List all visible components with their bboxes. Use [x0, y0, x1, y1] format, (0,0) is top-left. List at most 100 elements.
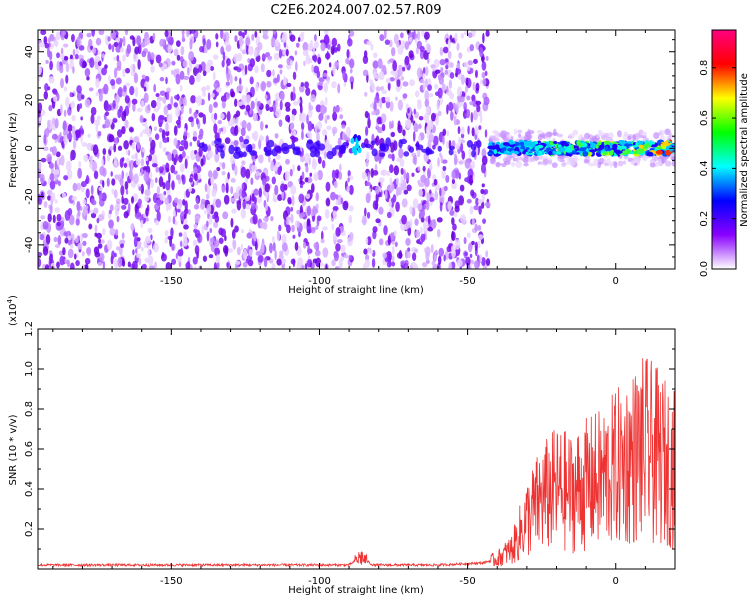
heatmap-cell	[395, 96, 398, 101]
heatmap-cell	[76, 85, 82, 94]
heatmap-cell	[458, 136, 462, 145]
heatmap-cell	[467, 32, 473, 38]
heatmap-cell	[317, 56, 322, 65]
heatmap-cell	[536, 130, 543, 134]
heatmap-cell	[230, 177, 236, 183]
heatmap-cell	[140, 158, 145, 167]
heatmap-cell	[446, 104, 449, 115]
heatmap-cell	[403, 189, 409, 195]
heatmap-cell	[253, 135, 258, 142]
heatmap-cell	[386, 77, 391, 84]
heatmap-cell	[304, 152, 310, 163]
heatmap-cell	[432, 144, 436, 150]
heatmap-cell	[330, 45, 335, 56]
heatmap-cell	[537, 144, 544, 149]
heatmap-cell	[514, 142, 521, 145]
heatmap-cell	[149, 171, 153, 180]
heatmap-cell	[213, 101, 218, 108]
heatmap-cell	[458, 160, 464, 165]
heatmap-cell	[111, 250, 115, 260]
heatmap-cell	[38, 65, 43, 75]
heatmap-cell	[476, 103, 481, 113]
heatmap-cell	[106, 153, 111, 162]
heatmap-cell	[130, 196, 135, 204]
heatmap-cell	[443, 254, 446, 262]
heatmap-cell	[381, 123, 386, 132]
heatmap-cell	[260, 81, 266, 92]
heatmap-cell	[63, 55, 69, 61]
heatmap-cell	[438, 76, 444, 85]
x-tick-label: -100	[308, 576, 331, 587]
heatmap-cell	[151, 154, 158, 165]
heatmap-cell	[583, 159, 590, 164]
heatmap-cell	[133, 136, 139, 143]
heatmap-cell	[418, 115, 424, 121]
heatmap-cell	[451, 178, 455, 185]
heatmap-cell	[188, 116, 194, 123]
heatmap-cell	[106, 239, 113, 251]
heatmap-cell	[305, 87, 311, 96]
heatmap-cell	[247, 259, 254, 267]
heatmap-cell	[185, 155, 190, 160]
heatmap-cell	[241, 229, 245, 234]
heatmap-cell	[510, 162, 516, 167]
heatmap-cell	[314, 250, 321, 257]
heatmap-cell	[214, 138, 222, 146]
heatmap-cell	[348, 215, 353, 224]
heatmap-cell	[114, 137, 118, 146]
heatmap-cell	[528, 152, 535, 155]
heatmap-cell	[171, 180, 175, 191]
heatmap-cell	[52, 214, 56, 224]
heatmap-cell	[450, 110, 454, 121]
heatmap-cell	[384, 39, 391, 45]
heatmap-cell	[129, 127, 134, 133]
heatmap-cell	[445, 174, 450, 183]
heatmap-cell	[289, 59, 294, 66]
heatmap-cell	[292, 86, 296, 94]
heatmap-cell	[238, 30, 243, 37]
heatmap-cell	[467, 125, 470, 135]
heatmap-cell	[291, 195, 295, 206]
heatmap-cell	[59, 65, 64, 74]
heatmap-cell	[109, 145, 114, 151]
heatmap-cell	[420, 207, 425, 219]
heatmap-cell	[165, 261, 172, 269]
heatmap-cell	[116, 129, 123, 138]
heatmap-cell	[47, 213, 52, 223]
heatmap-cell	[240, 127, 246, 137]
heatmap-cell	[39, 42, 45, 48]
heatmap-cell	[424, 112, 430, 124]
heatmap-cell	[627, 135, 632, 141]
heatmap-cell	[66, 132, 73, 140]
heatmap-cell	[299, 104, 303, 115]
heatmap-cell	[370, 43, 374, 51]
heatmap-cell	[437, 110, 442, 117]
heatmap-cell	[593, 163, 599, 167]
heatmap-cell	[93, 207, 99, 215]
heatmap-cell	[391, 245, 395, 256]
heatmap-cell	[475, 100, 482, 106]
heatmap-cell	[82, 208, 89, 216]
heatmap-cell	[665, 139, 669, 146]
heatmap-cell	[51, 133, 58, 140]
heatmap-cell	[156, 210, 161, 222]
heatmap-cell	[619, 145, 627, 150]
heatmap-cell	[76, 36, 81, 48]
heatmap-cell	[465, 85, 469, 93]
heatmap-cell	[379, 152, 386, 158]
heatmap-cell	[65, 74, 69, 84]
heatmap-cell	[467, 60, 473, 66]
heatmap-cell	[51, 145, 57, 156]
heatmap-cell	[320, 42, 326, 52]
heatmap-cell	[419, 49, 425, 60]
heatmap-cell	[427, 120, 434, 131]
heatmap-cell	[253, 188, 260, 196]
heatmap-cell	[473, 205, 480, 211]
heatmap-cell	[347, 170, 351, 177]
heatmap-cell	[649, 144, 658, 148]
heatmap-cell	[237, 84, 244, 92]
heatmap-cell	[59, 255, 65, 266]
heatmap-cell	[63, 109, 67, 117]
heatmap-cell	[422, 73, 426, 80]
heatmap-cell	[427, 215, 431, 225]
